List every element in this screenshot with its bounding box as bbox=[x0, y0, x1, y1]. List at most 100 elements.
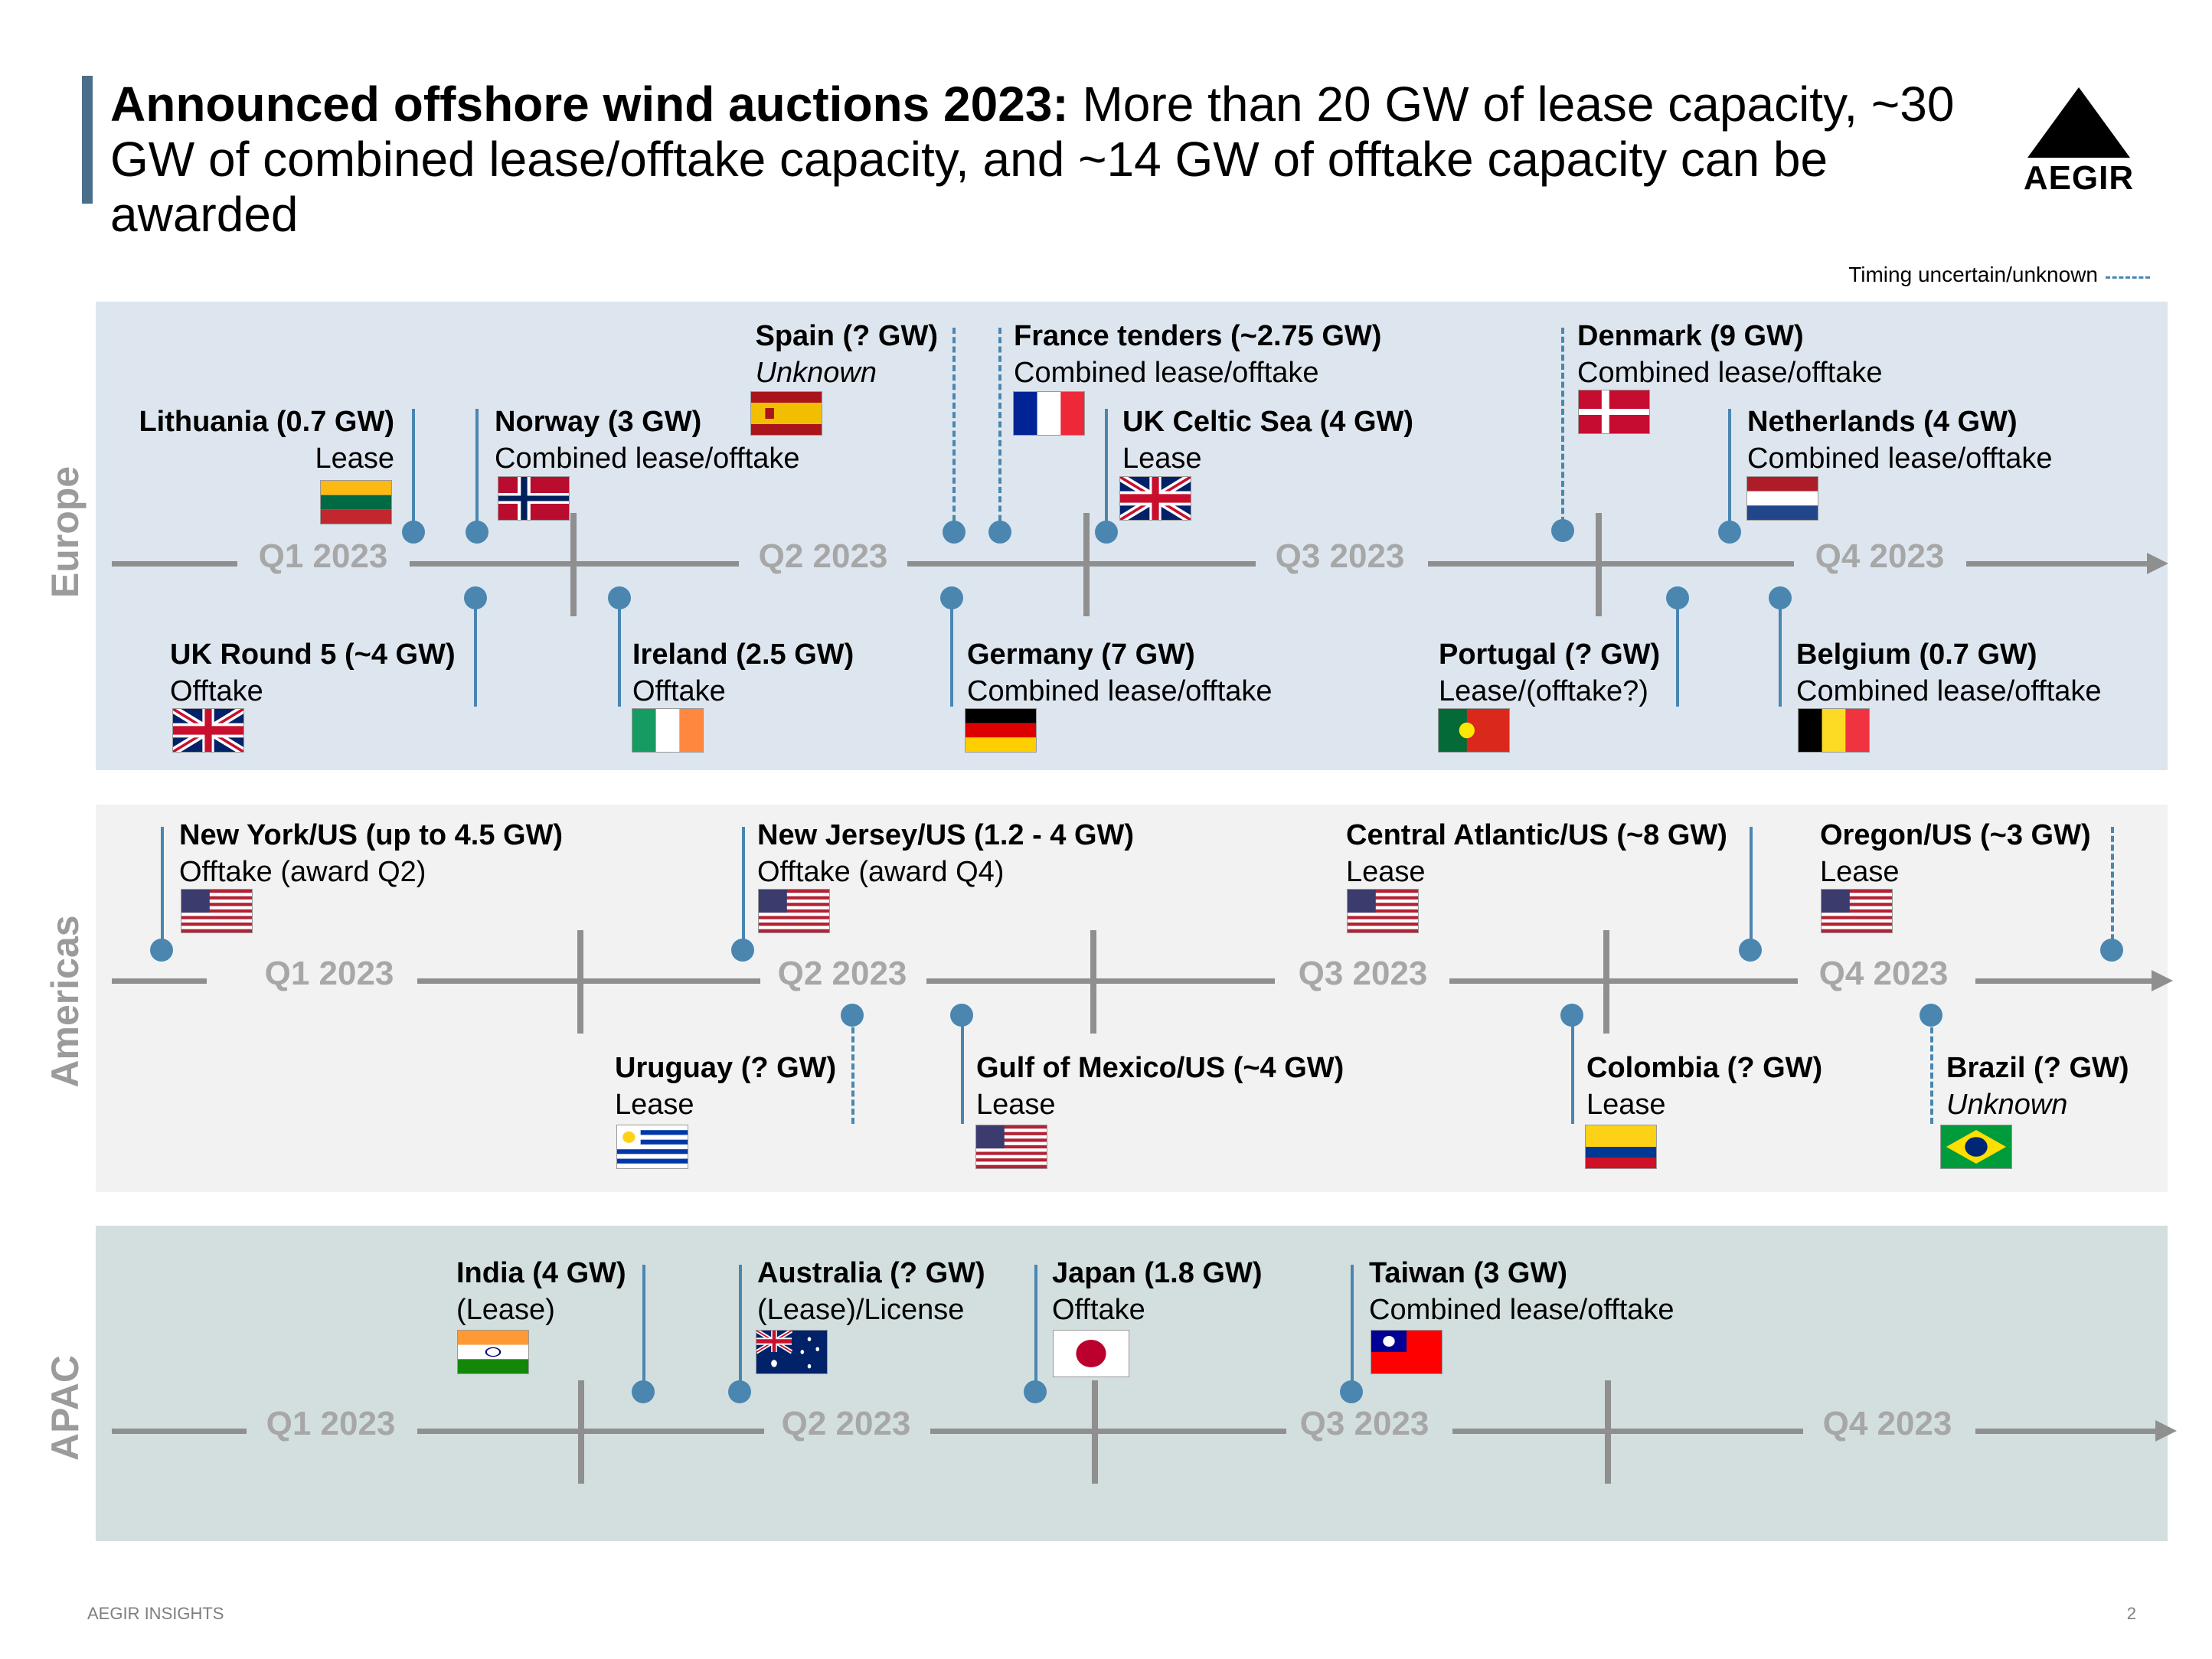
event-type: Combined lease/offtake bbox=[1369, 1294, 1675, 1326]
germany-flag bbox=[966, 709, 1036, 752]
timing-legend-label: Timing uncertain/unknown bbox=[1848, 263, 2098, 286]
event-name: New Jersey/US (1.2 - 4 GW) bbox=[757, 819, 1135, 851]
event-type: Lease bbox=[315, 443, 394, 475]
oregon-stem bbox=[2111, 827, 2114, 949]
us-flag bbox=[1822, 890, 1892, 932]
ireland-marker bbox=[608, 586, 631, 609]
event-name: Australia (? GW) bbox=[757, 1257, 985, 1289]
germany-stem bbox=[950, 599, 953, 707]
logo-triangle-icon bbox=[2027, 87, 2130, 158]
americas-tick-q2-q3 bbox=[1090, 930, 1096, 1034]
americas-band bbox=[96, 805, 2168, 1192]
denmark-flag bbox=[1579, 390, 1649, 433]
event-name: India (4 GW) bbox=[456, 1257, 626, 1289]
taiwan-stem bbox=[1351, 1265, 1354, 1389]
event-name: Uruguay (? GW) bbox=[615, 1052, 837, 1084]
spain-marker bbox=[943, 521, 966, 544]
netherlands-marker bbox=[1718, 521, 1741, 544]
event-type: (Lease)/License bbox=[757, 1294, 965, 1326]
france-marker bbox=[988, 521, 1011, 544]
us-flag bbox=[759, 890, 829, 932]
belgium-stem bbox=[1779, 599, 1782, 707]
event-name: Colombia (? GW) bbox=[1586, 1052, 1823, 1084]
event-type: Combined lease/offtake bbox=[1577, 357, 1883, 389]
portugal-flag bbox=[1439, 709, 1509, 752]
central-atlantic-stem bbox=[1750, 827, 1753, 949]
netherlands-flag bbox=[1747, 477, 1818, 520]
region-label-americas: Americas bbox=[44, 915, 87, 1088]
uruguay-flag bbox=[617, 1125, 688, 1168]
aegir-logo: AEGIR bbox=[2014, 86, 2144, 201]
norway-flag bbox=[498, 477, 569, 520]
event-name: Taiwan (3 GW) bbox=[1369, 1257, 1567, 1289]
france-flag bbox=[1014, 392, 1084, 435]
europe-q3-label: Q3 2023 bbox=[1275, 537, 1405, 575]
portugal-marker bbox=[1666, 586, 1689, 609]
region-label-europe: Europe bbox=[44, 465, 87, 599]
taiwan-marker bbox=[1340, 1380, 1363, 1403]
logo-text: AEGIR bbox=[2023, 159, 2135, 197]
spain-flag bbox=[751, 392, 822, 435]
event-name: Belgium (0.7 GW) bbox=[1796, 638, 2037, 671]
event-type: Lease bbox=[1122, 443, 1202, 475]
taiwan-flag bbox=[1371, 1331, 1442, 1373]
americas-q1-label: Q1 2023 bbox=[264, 955, 394, 992]
denmark-marker bbox=[1551, 519, 1574, 542]
us-flag bbox=[1348, 890, 1418, 932]
oregon-marker bbox=[2100, 939, 2123, 962]
title-rest: More than 20 GW of lease capacity, ~30 G… bbox=[110, 77, 1955, 242]
europe-axis-seg-4 bbox=[1428, 561, 1794, 567]
norway-marker bbox=[466, 521, 488, 544]
event-name: Ireland (2.5 GW) bbox=[632, 638, 854, 671]
event-type: Lease bbox=[615, 1089, 694, 1121]
colombia-flag bbox=[1586, 1125, 1656, 1168]
spain-stem bbox=[952, 328, 956, 531]
event-name: New York/US (up to 4.5 GW) bbox=[179, 819, 564, 851]
apac-q4-label: Q4 2023 bbox=[1822, 1405, 1952, 1442]
footer-brand: AEGIR INSIGHTS bbox=[87, 1604, 224, 1623]
belgium-flag bbox=[1799, 709, 1869, 752]
colombia-stem bbox=[1571, 1018, 1574, 1124]
europe-q4-label: Q4 2023 bbox=[1815, 537, 1945, 575]
event-name: UK Round 5 (~4 GW) bbox=[170, 638, 456, 671]
americas-axis-seg-2 bbox=[417, 978, 760, 984]
event-type: Combined lease/offtake bbox=[1014, 357, 1319, 389]
europe-axis-arrow-icon bbox=[2147, 553, 2168, 574]
apac-axis-seg-2 bbox=[417, 1429, 764, 1434]
uk-flag bbox=[1120, 477, 1191, 520]
ireland-flag bbox=[632, 709, 703, 752]
event-type: Combined lease/offtake bbox=[1796, 675, 2102, 707]
japan-flag bbox=[1054, 1331, 1129, 1377]
france-stem bbox=[998, 328, 1001, 531]
event-type: Lease bbox=[1346, 856, 1426, 888]
event-name: Spain (? GW) bbox=[755, 320, 938, 352]
americas-tick-q1-q2 bbox=[577, 930, 583, 1034]
gulf-of-mexico-marker bbox=[950, 1004, 973, 1027]
apac-q1-label: Q1 2023 bbox=[266, 1405, 396, 1442]
event-name: Netherlands (4 GW) bbox=[1747, 406, 2018, 438]
germany-marker bbox=[940, 586, 963, 609]
event-type: Offtake (award Q2) bbox=[179, 856, 426, 888]
europe-q2-label: Q2 2023 bbox=[758, 537, 888, 575]
portugal-stem bbox=[1676, 599, 1679, 707]
event-type: Lease bbox=[976, 1089, 1056, 1121]
us-flag bbox=[976, 1125, 1047, 1168]
event-type: Offtake bbox=[632, 675, 726, 707]
new-jersey-stem bbox=[742, 827, 745, 949]
europe-band bbox=[96, 302, 2168, 770]
title-bold: Announced offshore wind auctions 2023: bbox=[110, 77, 1069, 132]
event-name: Gulf of Mexico/US (~4 GW) bbox=[976, 1052, 1345, 1084]
lithuania-flag bbox=[321, 481, 391, 524]
event-type: Lease/(offtake?) bbox=[1439, 675, 1648, 707]
event-name: Oregon/US (~3 GW) bbox=[1820, 819, 2091, 851]
event-name: Denmark (9 GW) bbox=[1577, 320, 1804, 352]
apac-axis-seg-4 bbox=[1452, 1429, 1803, 1434]
event-type: Combined lease/offtake bbox=[967, 675, 1273, 707]
apac-axis-seg-1 bbox=[112, 1429, 247, 1434]
event-name: Portugal (? GW) bbox=[1439, 638, 1661, 671]
event-type: Lease bbox=[1820, 856, 1900, 888]
brazil-stem bbox=[1930, 1018, 1933, 1124]
japan-stem bbox=[1034, 1265, 1037, 1389]
europe-axis-seg-3 bbox=[907, 561, 1256, 567]
europe-axis-seg-1 bbox=[112, 561, 237, 567]
